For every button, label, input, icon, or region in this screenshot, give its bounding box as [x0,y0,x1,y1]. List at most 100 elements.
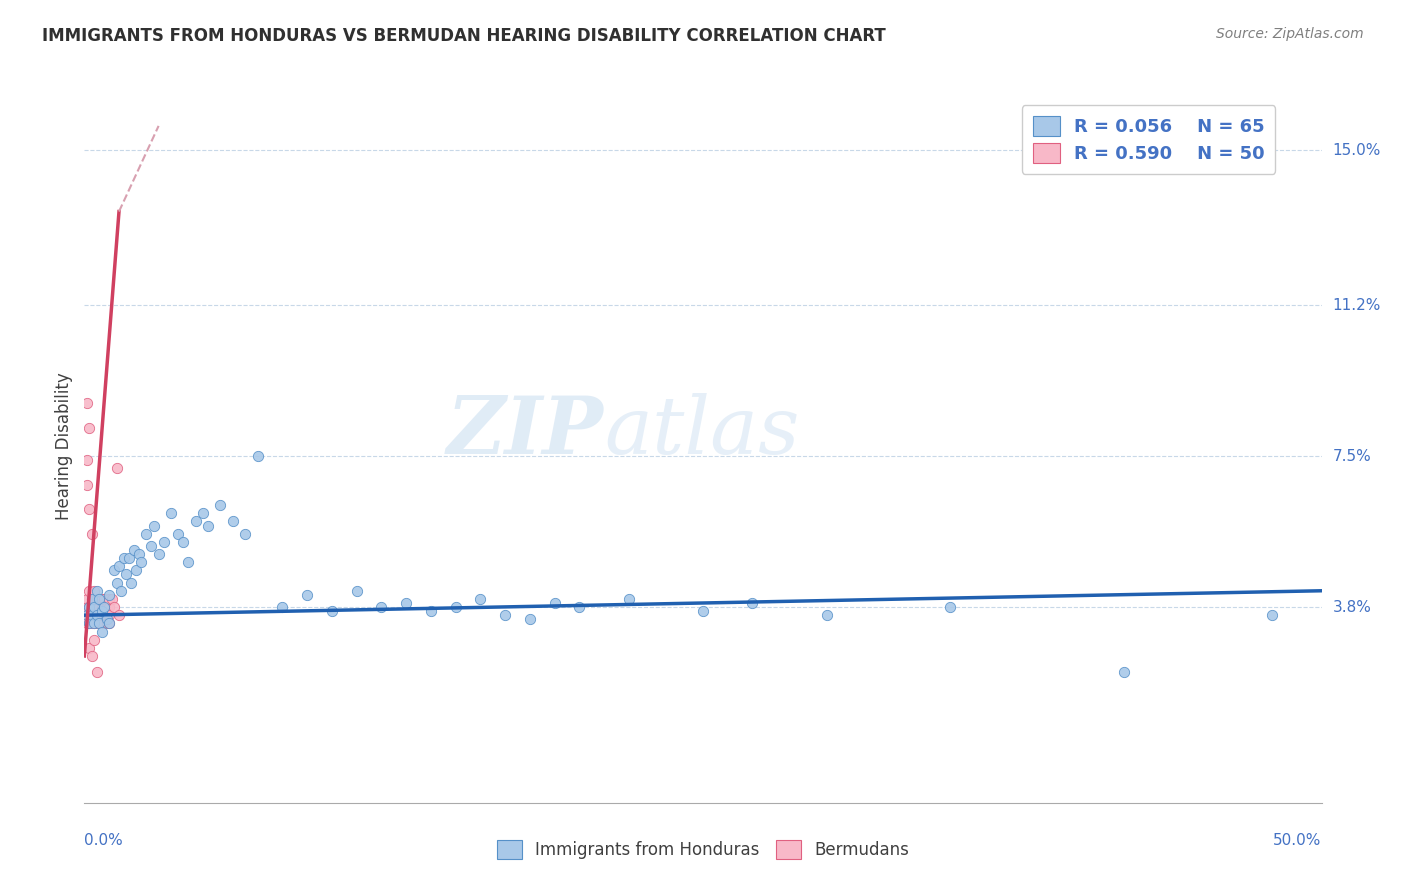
Point [80,591,103,606]
Point [129,555,152,569]
Point [167,526,190,541]
Point [83,616,105,631]
Point [80,616,103,631]
Text: 3.8%: 3.8% [1333,599,1372,615]
Point [98,608,121,623]
Point [98,588,121,602]
Text: 11.2%: 11.2% [1333,298,1381,313]
Point [1261,608,1284,623]
Point [295,588,318,602]
Point [79,616,101,631]
Point [246,449,269,463]
Point [346,583,368,598]
Point [90,624,112,639]
Point [83,583,105,598]
Point [98,591,121,606]
Point [93,591,115,606]
Point [617,591,640,606]
Point [76,591,98,606]
Point [86,608,108,623]
Point [148,547,170,561]
Point [89,600,111,615]
Point [122,543,145,558]
Point [89,616,111,631]
Point [128,547,150,561]
Text: Source: ZipAtlas.com: Source: ZipAtlas.com [1216,27,1364,41]
Point [419,604,441,618]
Point [79,420,101,434]
Point [103,600,125,615]
Point [494,608,516,623]
Legend: Immigrants from Honduras, Bermudans: Immigrants from Honduras, Bermudans [491,834,915,866]
Point [115,567,138,582]
Point [76,608,98,623]
Point [89,616,111,631]
Text: 7.5%: 7.5% [1333,449,1371,464]
Point [80,600,103,615]
Point [90,600,112,615]
Point [321,604,343,618]
Point [177,555,200,569]
Text: 15.0%: 15.0% [1333,143,1381,158]
Point [112,551,135,566]
Point [80,526,103,541]
Point [209,498,232,512]
Point [86,608,108,623]
Point [79,600,101,615]
Point [370,600,392,615]
Point [105,575,128,590]
Point [79,583,101,598]
Point [135,526,157,541]
Point [197,518,219,533]
Point [80,648,103,663]
Point [741,596,763,610]
Text: IMMIGRANTS FROM HONDURAS VS BERMUDAN HEARING DISABILITY CORRELATION CHART: IMMIGRANTS FROM HONDURAS VS BERMUDAN HEA… [42,27,886,45]
Point [93,608,115,623]
Point [98,616,121,631]
Point [152,534,174,549]
Point [93,600,115,615]
Text: ZIP: ZIP [447,393,605,470]
Point [76,396,98,410]
Point [96,612,118,626]
Point [80,608,103,623]
Point [90,604,112,618]
Point [76,477,98,491]
Point [79,600,101,615]
Point [519,612,541,626]
Point [79,608,101,623]
Point [543,596,565,610]
Point [80,591,103,606]
Point [90,616,112,631]
Text: atlas: atlas [605,393,800,470]
Point [89,608,111,623]
Point [815,608,838,623]
Point [100,591,122,606]
Point [83,616,105,631]
Y-axis label: Hearing Disability: Hearing Disability [55,372,73,520]
Text: 50.0%: 50.0% [1274,833,1322,848]
Point [90,608,112,623]
Point [86,616,108,631]
Point [692,604,714,618]
Point [80,608,103,623]
Point [96,600,118,615]
Point [76,608,98,623]
Point [395,596,418,610]
Point [98,616,121,631]
Point [98,600,121,615]
Point [90,591,112,606]
Point [86,591,108,606]
Point [103,563,125,577]
Point [76,616,98,631]
Point [125,563,148,577]
Point [86,600,108,615]
Point [141,539,163,553]
Point [120,575,142,590]
Point [105,461,128,475]
Point [89,591,111,606]
Point [160,506,183,520]
Point [191,506,214,520]
Point [108,559,131,574]
Point [83,591,105,606]
